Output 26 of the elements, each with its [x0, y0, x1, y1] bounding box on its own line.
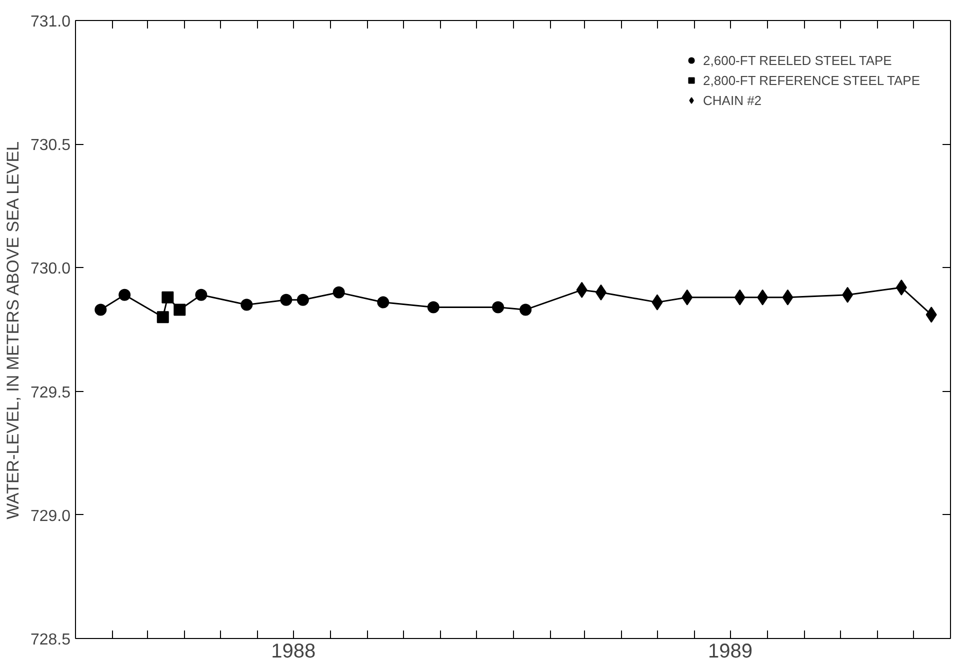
y-tick-label: 728.5 — [30, 632, 71, 648]
x-tick-label: 1988 — [271, 640, 316, 662]
y-tick-label: 731.0 — [30, 14, 71, 30]
point — [162, 291, 174, 304]
legend-label: CHAIN #2 — [703, 92, 762, 108]
point — [280, 294, 292, 306]
point — [156, 311, 169, 324]
point — [174, 304, 186, 316]
x-tick-label: 1989 — [708, 640, 753, 662]
point — [492, 301, 504, 314]
y-tick-label: 730.0 — [30, 260, 71, 278]
point — [377, 296, 390, 308]
point — [332, 286, 345, 298]
y-tick-label: 729.5 — [30, 384, 71, 402]
point — [520, 304, 532, 316]
y-tick-label: 730.5 — [30, 137, 71, 154]
point — [195, 288, 208, 301]
point — [94, 304, 107, 316]
point — [240, 298, 253, 311]
y-tick-label: 729.0 — [30, 508, 71, 525]
point — [296, 294, 309, 306]
y-axis-title: WATER-LEVEL, IN METERS ABOVE SEA LEVEL — [3, 141, 22, 520]
legend-label: 2,800-FT REFERENCE STEEL TAPE — [703, 72, 920, 88]
point — [427, 301, 440, 314]
legend-label: 2,600-FT REELED STEEL TAPE — [703, 52, 892, 68]
point — [118, 288, 131, 301]
